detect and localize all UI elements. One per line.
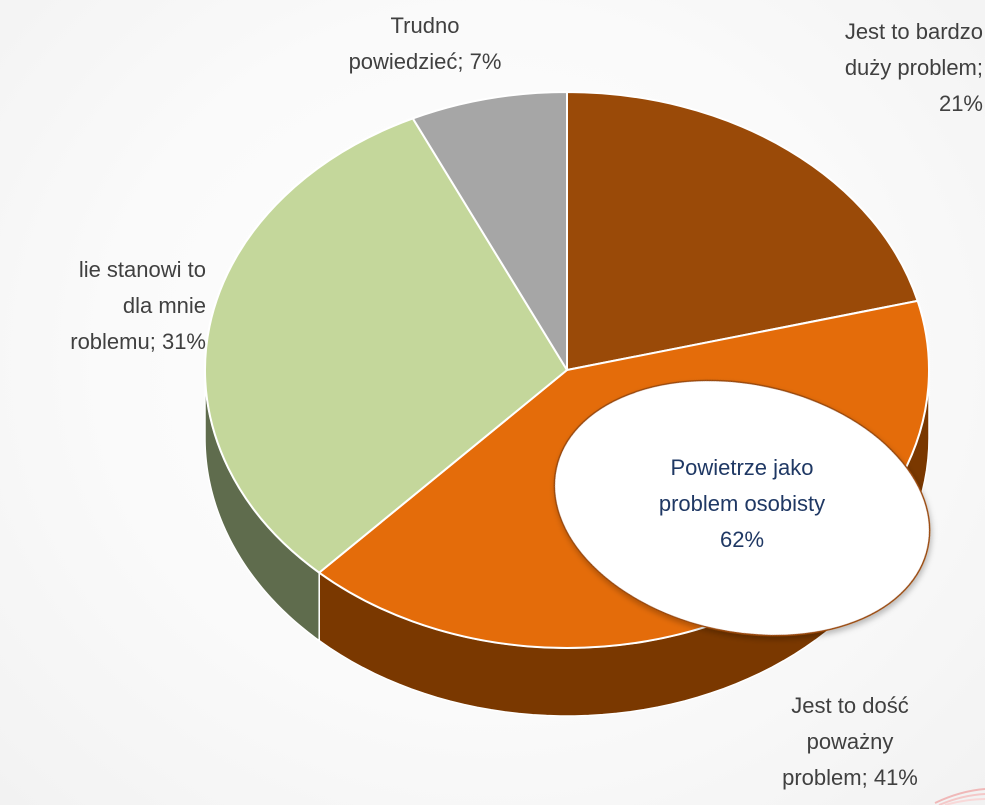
slice-label-fairly-serious-problem: Jest to dość poważny problem; 41%	[782, 693, 918, 790]
callout-group	[553, 379, 931, 637]
callout-ellipse	[553, 379, 931, 637]
slice-label-very-big-problem: Jest to bardzo duży problem; 21%	[844, 19, 983, 116]
decorative-stripe	[934, 788, 985, 805]
callout-text: Powietrze jako problem osobisty 62%	[658, 455, 826, 552]
pie-slice-very-big-problem	[566, 91, 919, 371]
slice-label-hard-to-say: Trudno powiedzieć; 7%	[348, 13, 502, 74]
slice-label-no-problem: lie stanowi to dla mnie roblemu; 31%	[70, 257, 206, 354]
pie-slice-hard-to-say	[411, 91, 568, 371]
pie-slice-no-problem	[204, 117, 568, 574]
